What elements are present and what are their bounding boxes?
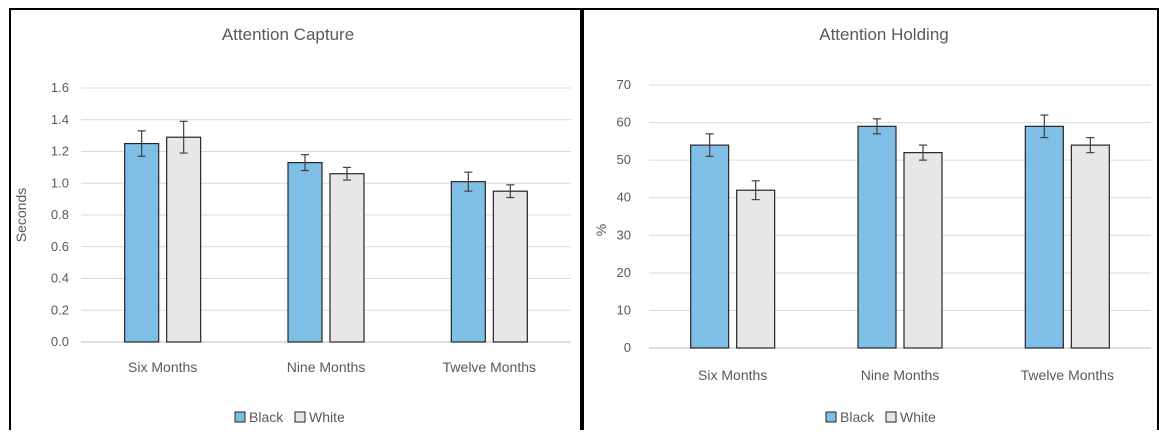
bar-black-1 <box>857 125 897 349</box>
y-tick-label: 0.6 <box>51 239 69 254</box>
y-axis-title: % <box>593 224 609 236</box>
bar-white-2 <box>492 190 528 343</box>
x-category-label: Nine Months <box>287 359 366 375</box>
legend-swatch-white <box>885 411 897 423</box>
y-tick-label: 10 <box>617 302 631 317</box>
x-category-label: Nine Months <box>861 367 940 383</box>
y-tick-label: 20 <box>617 265 631 280</box>
chart-title: Attention Capture <box>222 25 354 44</box>
attention-holding-panel: Attention Holding 0 10 20 30 40 50 60 70% Six Mon… <box>582 8 1159 430</box>
attention-holding-chart: Attention Holding 0 10 20 30 40 50 60 70% Six Mon… <box>593 25 1151 425</box>
y-tick-label: 0 <box>624 340 631 355</box>
y-tick-label: 0.0 <box>51 334 69 349</box>
bar-black-0 <box>690 144 730 349</box>
bar-black-0 <box>124 142 160 343</box>
legend-swatch-black <box>234 411 246 423</box>
bar-black-1 <box>287 162 323 343</box>
legend-label: White <box>900 409 936 425</box>
attention-capture-panel: Attention Capture 0.0 0.2 0.4 0.6 0.8 1.0 1.2 1.… <box>9 8 582 430</box>
bar-black-2 <box>450 181 486 343</box>
x-category-label: Twelve Months <box>443 359 536 375</box>
x-category-label: Twelve Months <box>1021 367 1114 383</box>
y-tick-label: 0.8 <box>51 207 69 222</box>
legend-label: Black <box>249 409 284 425</box>
y-tick-label: 60 <box>617 115 631 130</box>
y-axis-title: Seconds <box>13 188 29 242</box>
y-tick-label: 1.4 <box>51 112 69 127</box>
x-category-label: Six Months <box>698 367 767 383</box>
y-tick-label: 40 <box>617 190 631 205</box>
y-tick-label: 30 <box>617 227 631 242</box>
x-category-label: Six Months <box>128 359 197 375</box>
legend-label: White <box>309 409 345 425</box>
y-tick-label: 0.4 <box>51 271 69 286</box>
y-tick-label: 1.2 <box>51 144 69 159</box>
y-tick-label: 70 <box>617 77 631 92</box>
legend-swatch-black <box>825 411 837 423</box>
bar-white-0 <box>736 189 776 349</box>
legend-label: Black <box>840 409 875 425</box>
bar-white-1 <box>903 152 943 349</box>
bar-black-2 <box>1024 125 1064 349</box>
y-tick-label: 1.6 <box>51 80 69 95</box>
y-tick-label: 1.0 <box>51 175 69 190</box>
attention-capture-chart: Attention Capture 0.0 0.2 0.4 0.6 0.8 1.0 1.2 1.… <box>13 25 571 425</box>
bar-white-0 <box>166 136 202 343</box>
legend-swatch-white <box>294 411 306 423</box>
y-tick-label: 0.2 <box>51 302 69 317</box>
chart-title: Attention Holding <box>819 25 948 44</box>
y-tick-label: 50 <box>617 152 631 167</box>
bar-white-2 <box>1070 144 1110 349</box>
bar-white-1 <box>329 173 365 343</box>
